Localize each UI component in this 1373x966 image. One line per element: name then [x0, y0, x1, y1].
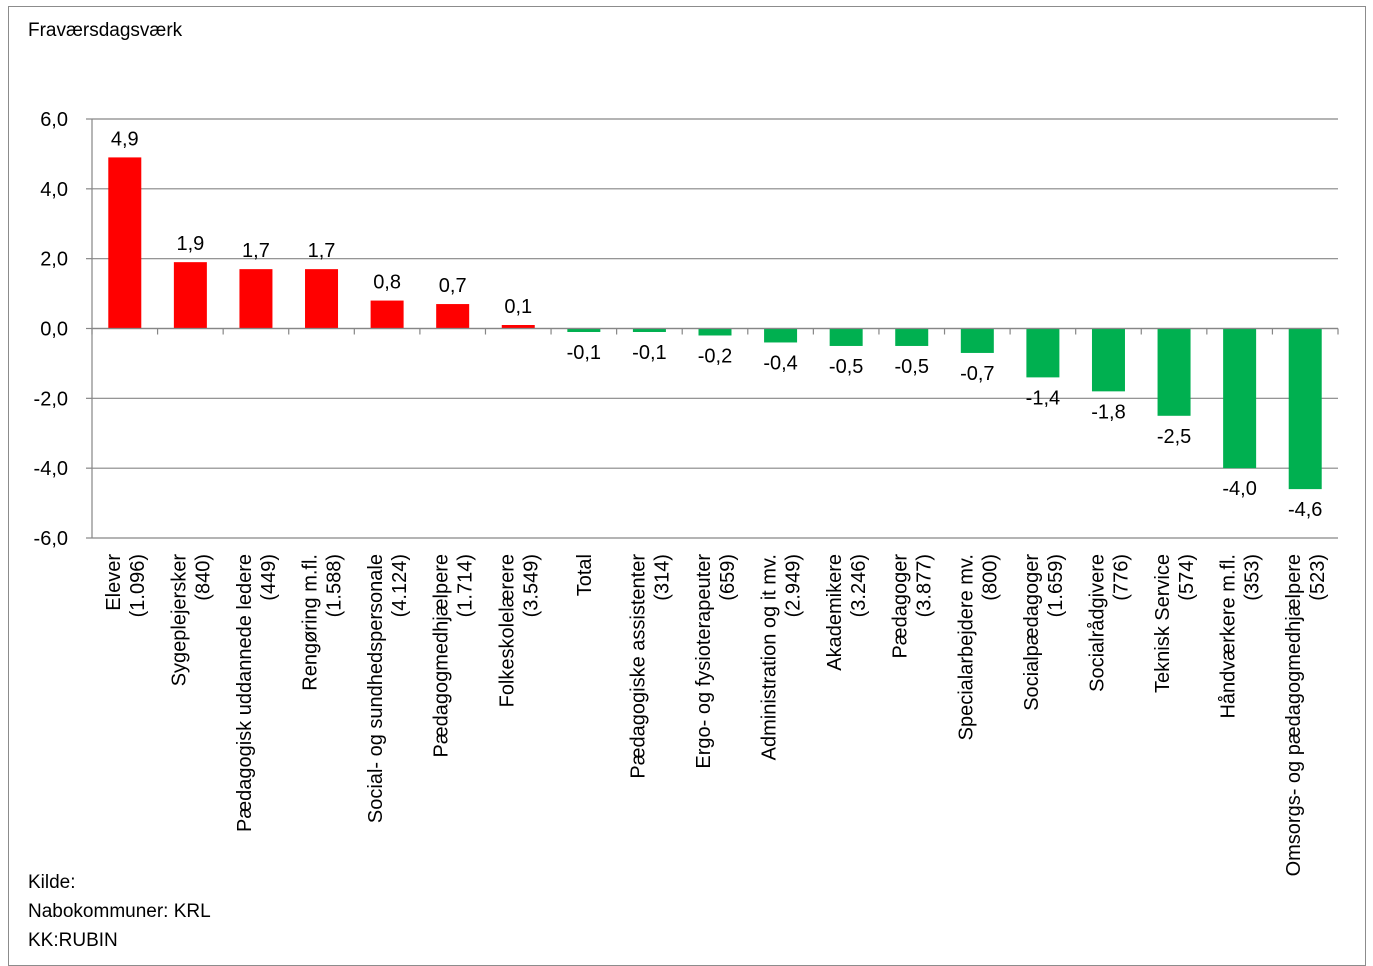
category-label: Teknisk Service [1152, 554, 1174, 693]
category-label: Sygeplejersker [168, 554, 190, 687]
data-label: -4,6 [1288, 499, 1322, 521]
data-label: 1,9 [176, 233, 204, 255]
source-note: Kilde: Nabokommuner: KRL KK:RUBIN [28, 868, 211, 955]
category-label: Folkeskolelærere [496, 554, 518, 707]
category-label: (1.588) [324, 554, 346, 617]
category-label: Pædagogiske assistenter [627, 554, 649, 779]
category-label: (3.246) [848, 554, 870, 617]
bar [436, 304, 470, 329]
category-label: (659) [717, 554, 739, 601]
y-tick-label: 2,0 [40, 249, 68, 271]
data-label: 0,7 [439, 275, 467, 297]
bar [108, 157, 142, 329]
bar [1026, 328, 1060, 378]
bar [895, 328, 929, 346]
data-label: -0,1 [632, 342, 666, 364]
category-label: Ergo- og fysioterapeuter [693, 554, 715, 769]
data-label: 1,7 [308, 240, 336, 262]
data-label: -2,5 [1157, 426, 1191, 448]
bar [1157, 328, 1191, 416]
category-label: (1.714) [455, 554, 477, 617]
data-label: 0,8 [373, 272, 401, 294]
category-label: Elever [103, 554, 125, 611]
category-label: Akademikere [824, 554, 846, 671]
category-label: Total [574, 554, 596, 596]
data-label: -0,5 [895, 356, 929, 378]
category-label: Rengøring m.fl. [300, 554, 322, 691]
category-label: Socialrådgivere [1086, 554, 1108, 692]
bar [305, 269, 339, 329]
category-label: (1.096) [127, 554, 149, 617]
y-tick-label: 4,0 [40, 179, 68, 201]
category-label: (574) [1176, 554, 1198, 601]
bar [698, 328, 732, 336]
category-label: (1.659) [1045, 554, 1067, 617]
category-label: Pædagogmedhjælpere [431, 554, 453, 757]
bar [501, 325, 535, 329]
data-label: -4,0 [1222, 478, 1256, 500]
y-tick-label: 0,0 [40, 319, 68, 341]
category-label: (2.949) [783, 554, 805, 617]
category-label: (840) [192, 554, 214, 601]
bar [1091, 328, 1125, 392]
category-label: Socialpædagoger [1021, 554, 1043, 711]
category-label: Omsorgs- og pædagogmedhjælpere [1283, 554, 1305, 876]
category-label: Pædagogisk uddannede ledere [234, 554, 256, 832]
category-label: (3.549) [520, 554, 542, 617]
bar [1223, 328, 1257, 469]
category-label: (353) [1242, 554, 1264, 601]
category-label: Pædagoger [890, 554, 912, 659]
source-line-nabokommuner: Nabokommuner: KRL [28, 901, 211, 922]
bar [1288, 328, 1322, 490]
bar [764, 328, 798, 343]
y-tick-label: 6,0 [40, 109, 68, 131]
y-tick-label: -4,0 [34, 458, 68, 480]
data-label: -0,1 [567, 342, 601, 364]
bar [632, 328, 666, 332]
source-label: Kilde: [28, 872, 76, 893]
category-label: (523) [1307, 554, 1329, 601]
data-label: -1,4 [1026, 387, 1060, 409]
data-label: -0,7 [960, 363, 994, 385]
data-label: -0,2 [698, 345, 732, 367]
bar [370, 300, 404, 329]
data-label: 0,1 [504, 296, 532, 318]
data-label: -1,8 [1091, 401, 1125, 423]
data-label: 1,7 [242, 240, 270, 262]
y-tick-label: -2,0 [34, 388, 68, 410]
category-label: Specialarbejdere mv. [955, 554, 977, 740]
bar [567, 328, 601, 332]
y-tick-label: -6,0 [34, 528, 68, 550]
category-label: (314) [651, 554, 673, 601]
data-label: -0,5 [829, 356, 863, 378]
bar [829, 328, 863, 346]
bar [239, 269, 273, 329]
category-label: Håndværkere m.fl. [1218, 554, 1240, 719]
category-label: Social- og sundhedspersonale [365, 554, 387, 823]
category-label: Administration og it mv. [759, 554, 781, 760]
category-label: (449) [258, 554, 280, 601]
y-axis-title: Fraværsdagsværk [28, 20, 183, 41]
category-label: (776) [1110, 554, 1132, 601]
category-label: (3.877) [914, 554, 936, 617]
source-line-kk: KK:RUBIN [28, 930, 118, 951]
bar [960, 328, 994, 353]
category-label: (4.124) [389, 554, 411, 617]
category-label: (800) [979, 554, 1001, 601]
data-label: 4,9 [111, 128, 139, 150]
bar [173, 262, 207, 329]
data-label: -0,4 [763, 352, 797, 374]
